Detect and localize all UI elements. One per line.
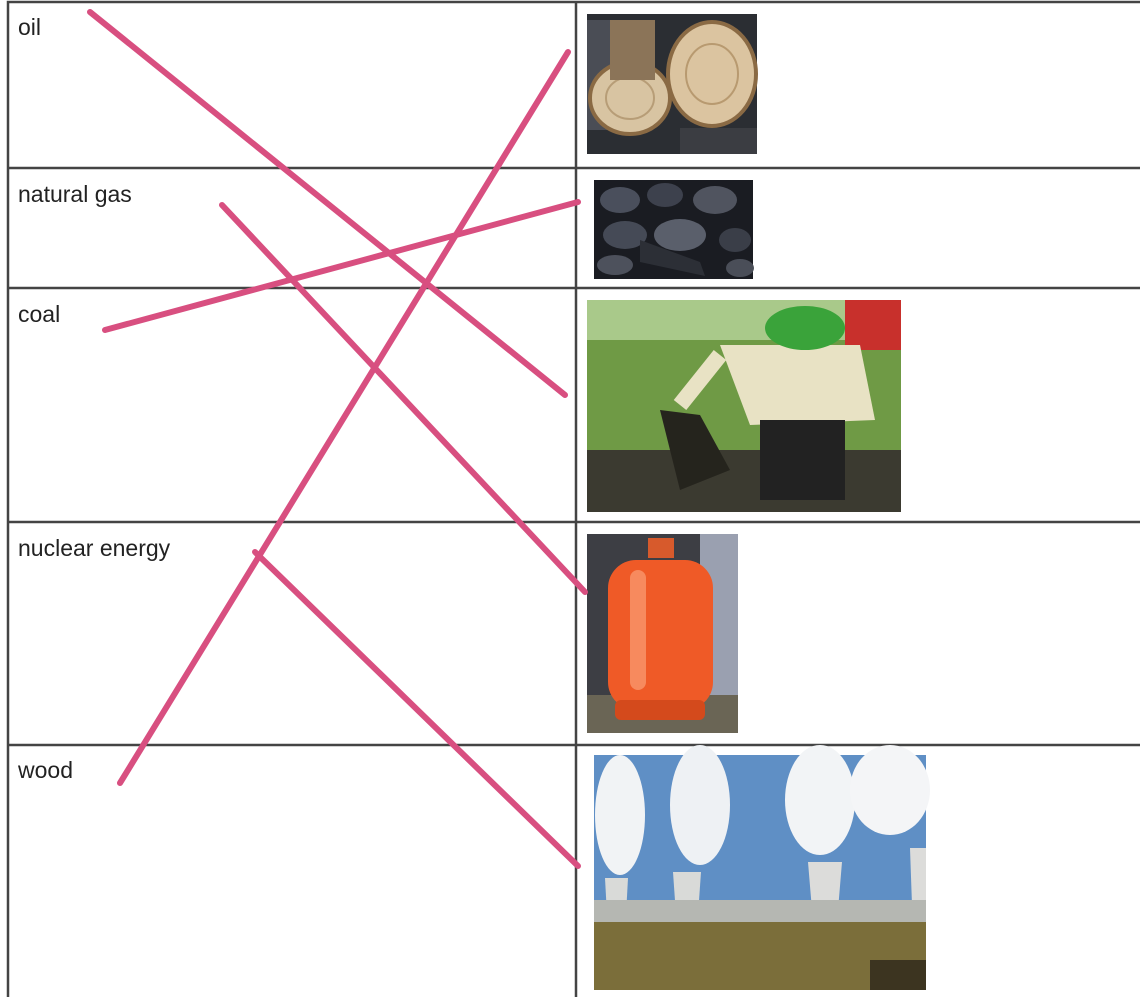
gas-canister-image (587, 534, 738, 733)
row-label: natural gas (18, 181, 132, 207)
match-line (105, 202, 578, 330)
oil-image (587, 300, 901, 512)
worksheet: oil natural gas coal nuclear energy wood (0, 0, 1140, 997)
matching-lines (90, 12, 585, 866)
match-line (120, 52, 568, 783)
row-label: oil (18, 14, 41, 40)
page: oil natural gas coal nuclear energy wood (0, 0, 1140, 997)
match-line (90, 12, 565, 395)
row-label: wood (17, 757, 73, 783)
row-label: coal (18, 301, 60, 327)
table-border (8, 2, 1140, 997)
row-label: nuclear energy (18, 535, 171, 561)
coal-image (594, 180, 754, 279)
nuclear-plant-image (594, 745, 930, 990)
match-line (255, 552, 578, 866)
table-grid (8, 2, 1140, 997)
wood-logs-image (587, 14, 757, 154)
